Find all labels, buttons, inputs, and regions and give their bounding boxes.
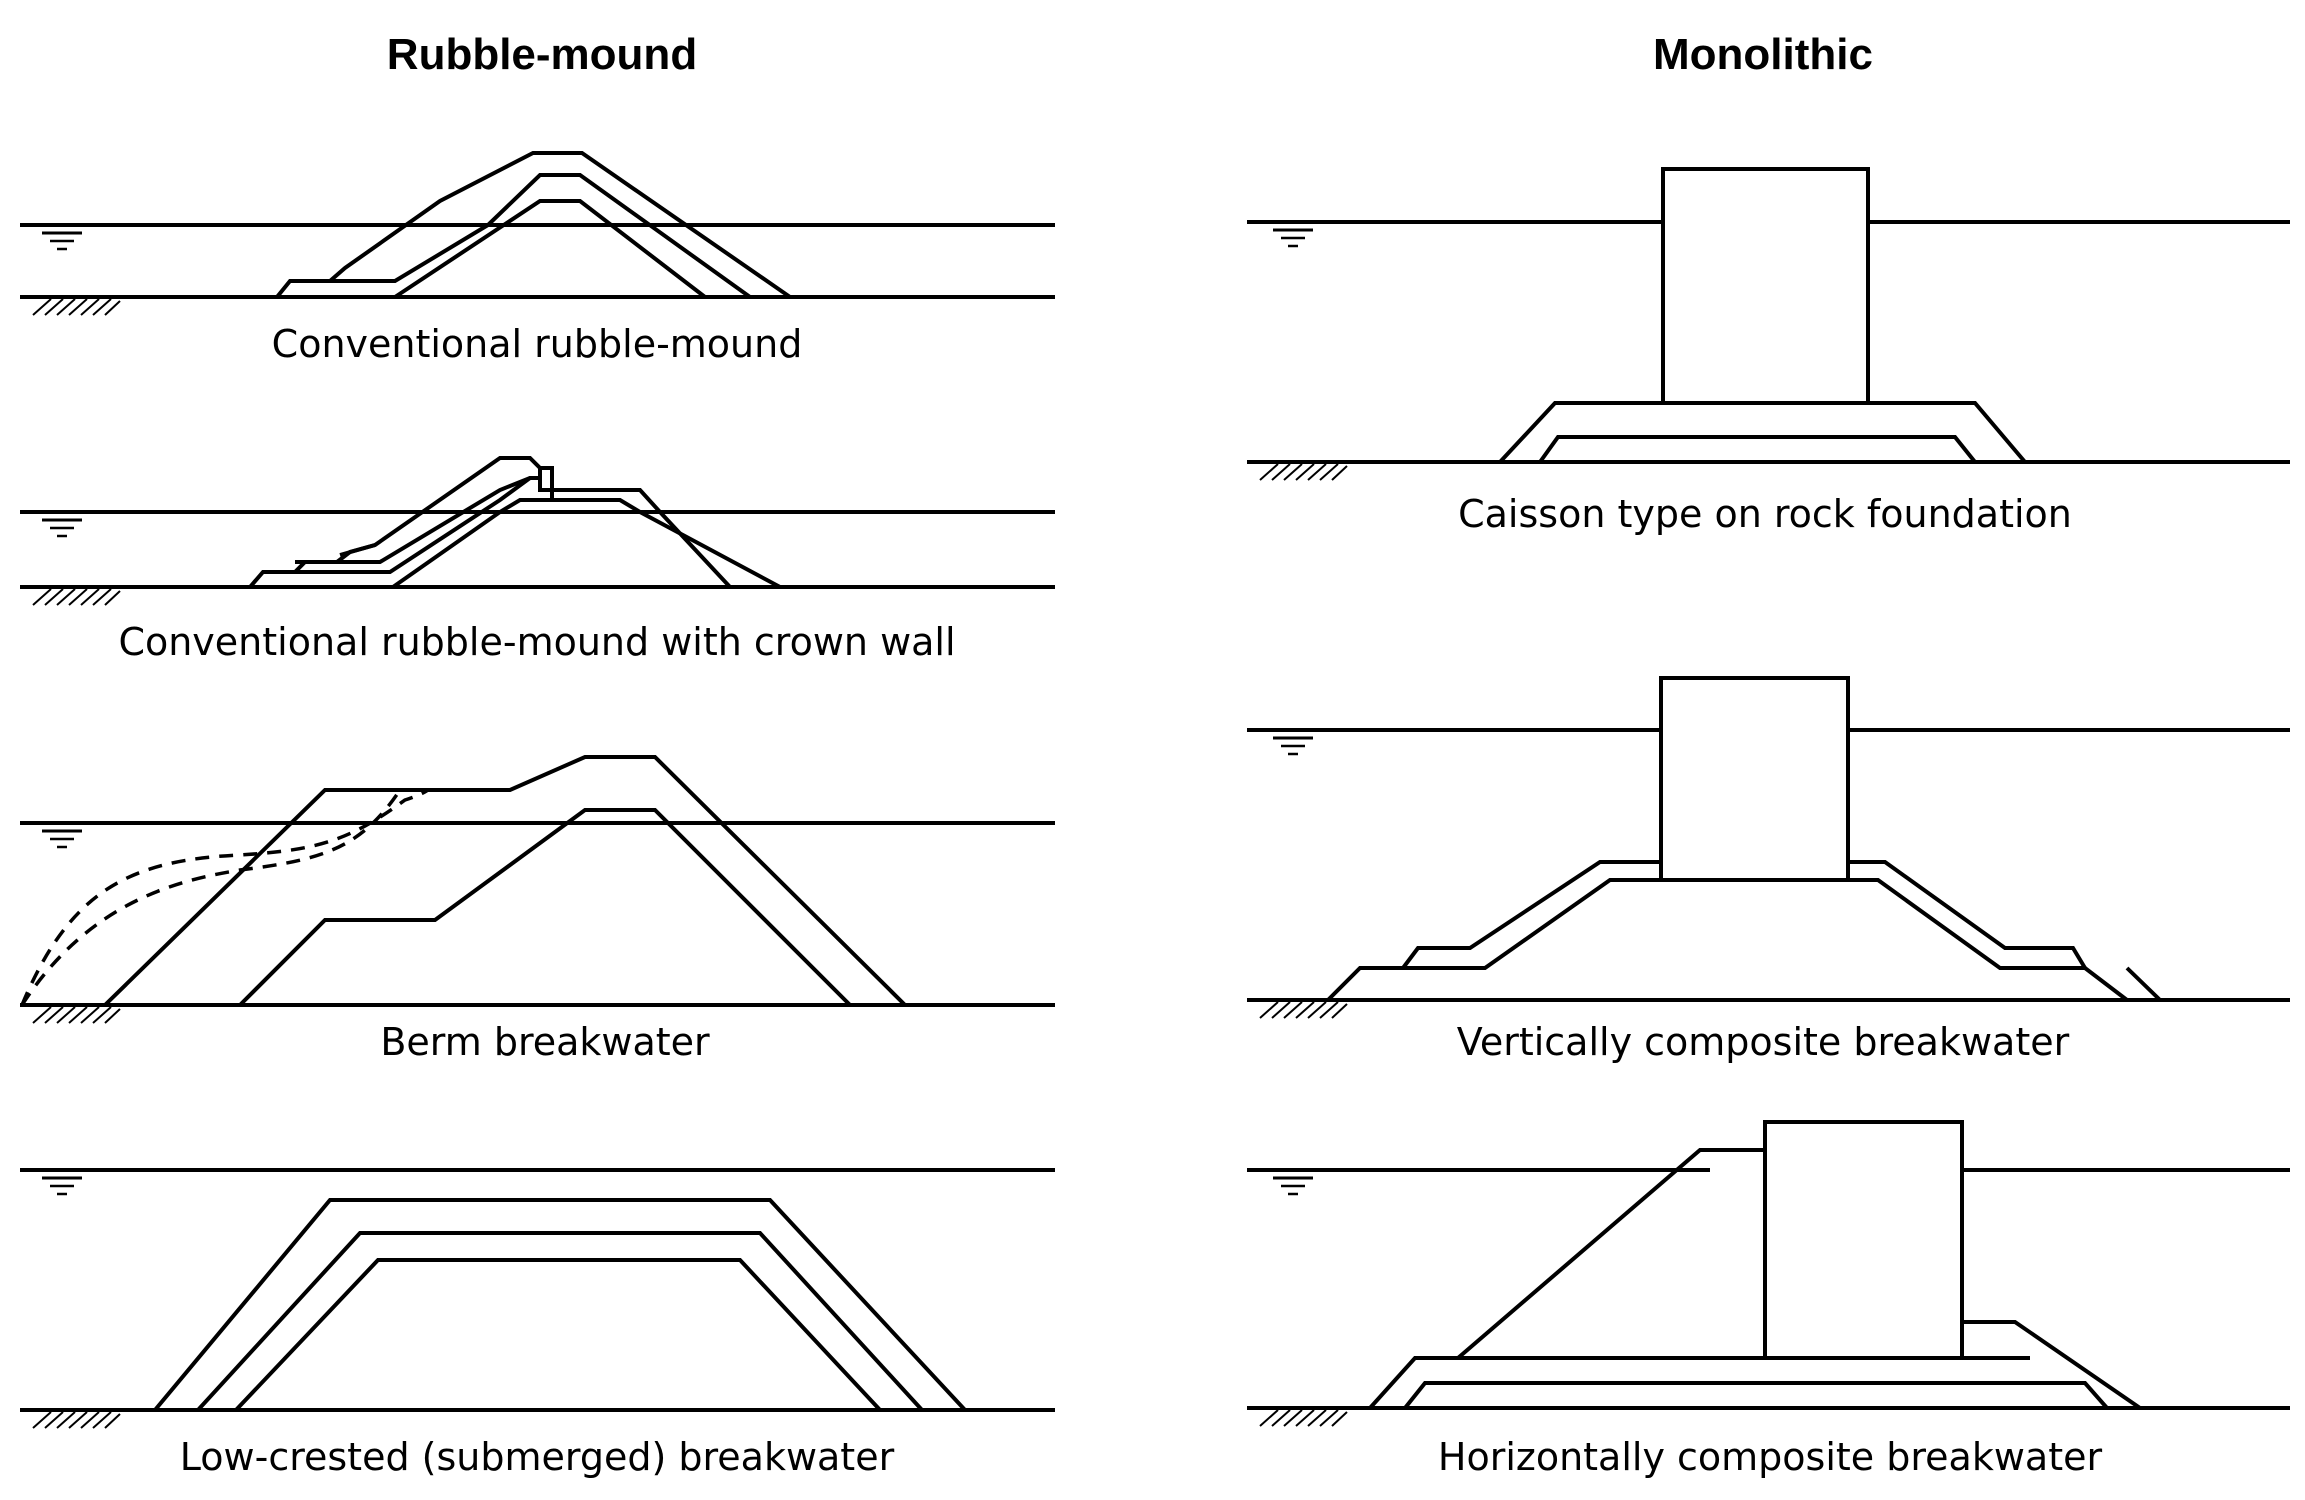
seabed-icon [23, 295, 122, 317]
water-level-icon [1271, 228, 1315, 248]
berm-breakwater-section [20, 755, 1055, 1007]
water-level-icon [40, 1176, 84, 1196]
seabed-icon [1250, 1406, 1349, 1428]
caption-berm-breakwater: Berm breakwater [380, 1020, 710, 1064]
water-level-icon [1271, 736, 1315, 756]
caption-conventional-rubble-mound: Conventional rubble-mound [271, 322, 803, 366]
caption-caisson: Caisson type on rock foundation [1458, 492, 2072, 536]
seabed-icon [23, 1003, 122, 1025]
caption-crown-wall: Conventional rubble-mound with crown wal… [118, 620, 956, 664]
heading-rubble-mound: Rubble-mound [386, 30, 698, 79]
water-level-icon [40, 231, 84, 251]
seabed-icon [23, 1408, 122, 1430]
caisson-rock-foundation-section [1247, 167, 2290, 464]
seabed-icon [1250, 460, 1349, 482]
seabed-icon [23, 585, 122, 607]
horizontally-composite-breakwater-section [1247, 1120, 2290, 1410]
water-level-icon [1271, 1176, 1315, 1196]
water-level-icon [40, 829, 84, 849]
seabed-icon [1250, 998, 1349, 1020]
conventional-rubble-mound-section [20, 151, 1055, 299]
water-level-icon [40, 518, 84, 538]
caption-vertically-composite: Vertically composite breakwater [1456, 1020, 2070, 1064]
vertically-composite-breakwater-section [1247, 676, 2290, 1002]
heading-monolithic: Monolithic [1653, 30, 1873, 79]
caption-low-crested: Low-crested (submerged) breakwater [179, 1435, 895, 1479]
low-crested-breakwater-section [20, 1168, 1055, 1412]
crown-wall-rubble-mound-section [20, 456, 1055, 589]
caption-horizontally-composite: Horizontally composite breakwater [1437, 1435, 2103, 1479]
